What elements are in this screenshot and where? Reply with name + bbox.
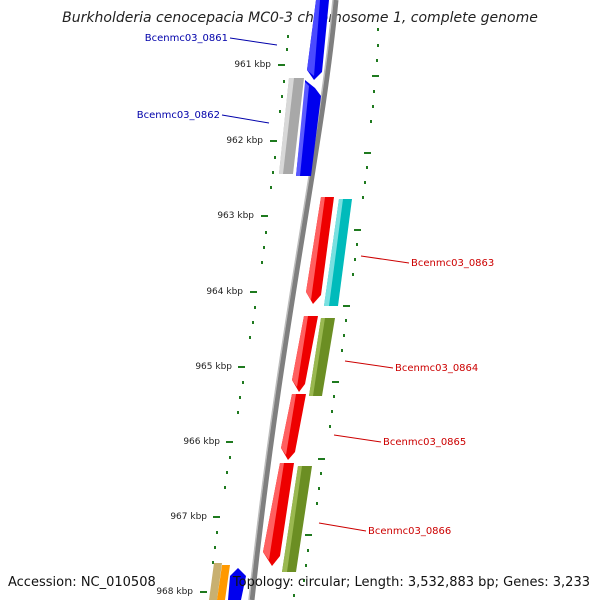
gene-label-0864[interactable]: Bcenmc03_0864: [395, 363, 478, 374]
scale-label-964: 964 kbp: [206, 287, 243, 297]
gene-0865[interactable]: [281, 394, 306, 460]
genome-backbone: [249, 0, 339, 600]
gene-label-0861[interactable]: Bcenmc03_0861: [145, 33, 228, 44]
scale-label-963: 963 kbp: [217, 211, 254, 221]
gene-0866-olive[interactable]: [282, 466, 312, 572]
scale-label-967: 967 kbp: [170, 512, 207, 522]
scale-label-962: 962 kbp: [226, 136, 263, 146]
gene-label-0863[interactable]: Bcenmc03_0863: [411, 258, 494, 269]
gene-0862[interactable]: [296, 80, 321, 176]
scale-label-966: 966 kbp: [183, 437, 220, 447]
gene-0864[interactable]: [292, 316, 318, 392]
gene-label-0866[interactable]: Bcenmc03_0866: [368, 526, 451, 537]
scale-label-961: 961 kbp: [234, 60, 271, 70]
gene-0862-grey[interactable]: [279, 78, 304, 174]
callout-line-0866: [318, 522, 367, 532]
callout-line-0862: [221, 114, 270, 124]
topology-text: Topology: circular; Length: 3,532,883 bp…: [232, 575, 590, 590]
gene-bottom-tan[interactable]: [209, 563, 222, 600]
right-tick-ring: [293, 28, 379, 597]
gene-0866[interactable]: [263, 463, 294, 566]
gene-bottom-blue[interactable]: [228, 568, 246, 600]
callout-line-0861: [229, 37, 278, 46]
map-title: Burkholderia cenocepacia MC0-3 chromosom…: [62, 10, 538, 26]
callout-line-0863: [360, 255, 410, 264]
gene-0863-cyan[interactable]: [324, 199, 352, 306]
gene-label-0865[interactable]: Bcenmc03_0865: [383, 437, 466, 448]
scale-label-965: 965 kbp: [195, 362, 232, 372]
gene-label-0862[interactable]: Bcenmc03_0862: [137, 110, 220, 121]
scale-label-968: 968 kbp: [156, 587, 193, 597]
accession-text: Accession: NC_010508: [8, 575, 156, 590]
left-tick-ring: [200, 35, 289, 593]
gene-bottom-orange[interactable]: [217, 565, 230, 600]
callout-line-0864: [344, 360, 394, 369]
gene-0861[interactable]: [307, 0, 329, 80]
gene-0864-olive[interactable]: [309, 318, 335, 396]
gene-0863[interactable]: [306, 197, 334, 304]
genome-backbone-highlight: [248, 0, 334, 600]
callout-line-0865: [333, 434, 382, 443]
